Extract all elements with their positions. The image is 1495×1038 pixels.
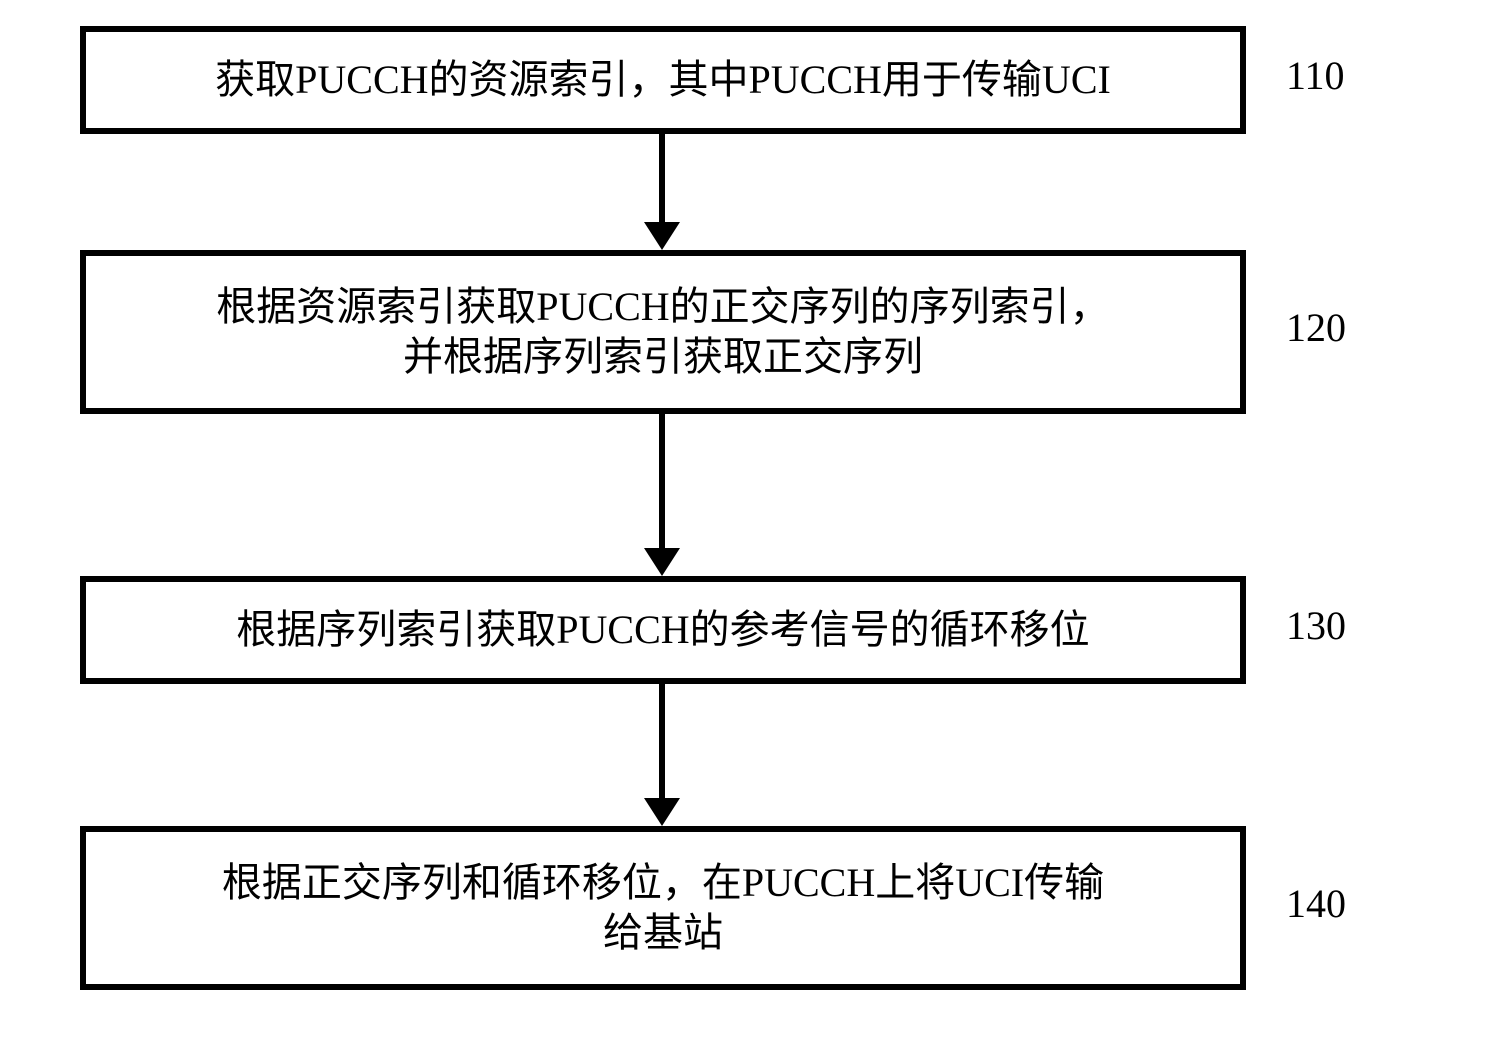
flow-node-110-label: 110 bbox=[1286, 52, 1345, 99]
flow-node-110-text: 获取PUCCH的资源索引，其中PUCCH用于传输UCI bbox=[215, 55, 1111, 105]
flow-edge-0-head bbox=[644, 222, 680, 250]
flow-node-140: 根据正交序列和循环移位，在PUCCH上将UCI传输 给基站 bbox=[80, 826, 1246, 990]
flow-node-130-text: 根据序列索引获取PUCCH的参考信号的循环移位 bbox=[236, 605, 1089, 655]
flow-node-120-text: 根据资源索引获取PUCCH的正交序列的序列索引， 并根据序列索引获取正交序列 bbox=[216, 282, 1109, 382]
flow-edge-1-line bbox=[659, 414, 665, 548]
flow-edge-1-head bbox=[644, 548, 680, 576]
flow-node-120-label: 120 bbox=[1286, 304, 1346, 351]
flow-node-140-text: 根据正交序列和循环移位，在PUCCH上将UCI传输 给基站 bbox=[222, 858, 1104, 958]
flow-node-120: 根据资源索引获取PUCCH的正交序列的序列索引， 并根据序列索引获取正交序列 bbox=[80, 250, 1246, 414]
flow-node-110: 获取PUCCH的资源索引，其中PUCCH用于传输UCI bbox=[80, 26, 1246, 134]
flow-edge-2-head bbox=[644, 798, 680, 826]
flow-node-130: 根据序列索引获取PUCCH的参考信号的循环移位 bbox=[80, 576, 1246, 684]
flowchart-canvas: 获取PUCCH的资源索引，其中PUCCH用于传输UCI 110 根据资源索引获取… bbox=[0, 0, 1495, 1038]
flow-node-140-label: 140 bbox=[1286, 880, 1346, 927]
flow-edge-2-line bbox=[659, 684, 665, 798]
flow-node-130-label: 130 bbox=[1286, 602, 1346, 649]
flow-edge-0-line bbox=[659, 134, 665, 222]
